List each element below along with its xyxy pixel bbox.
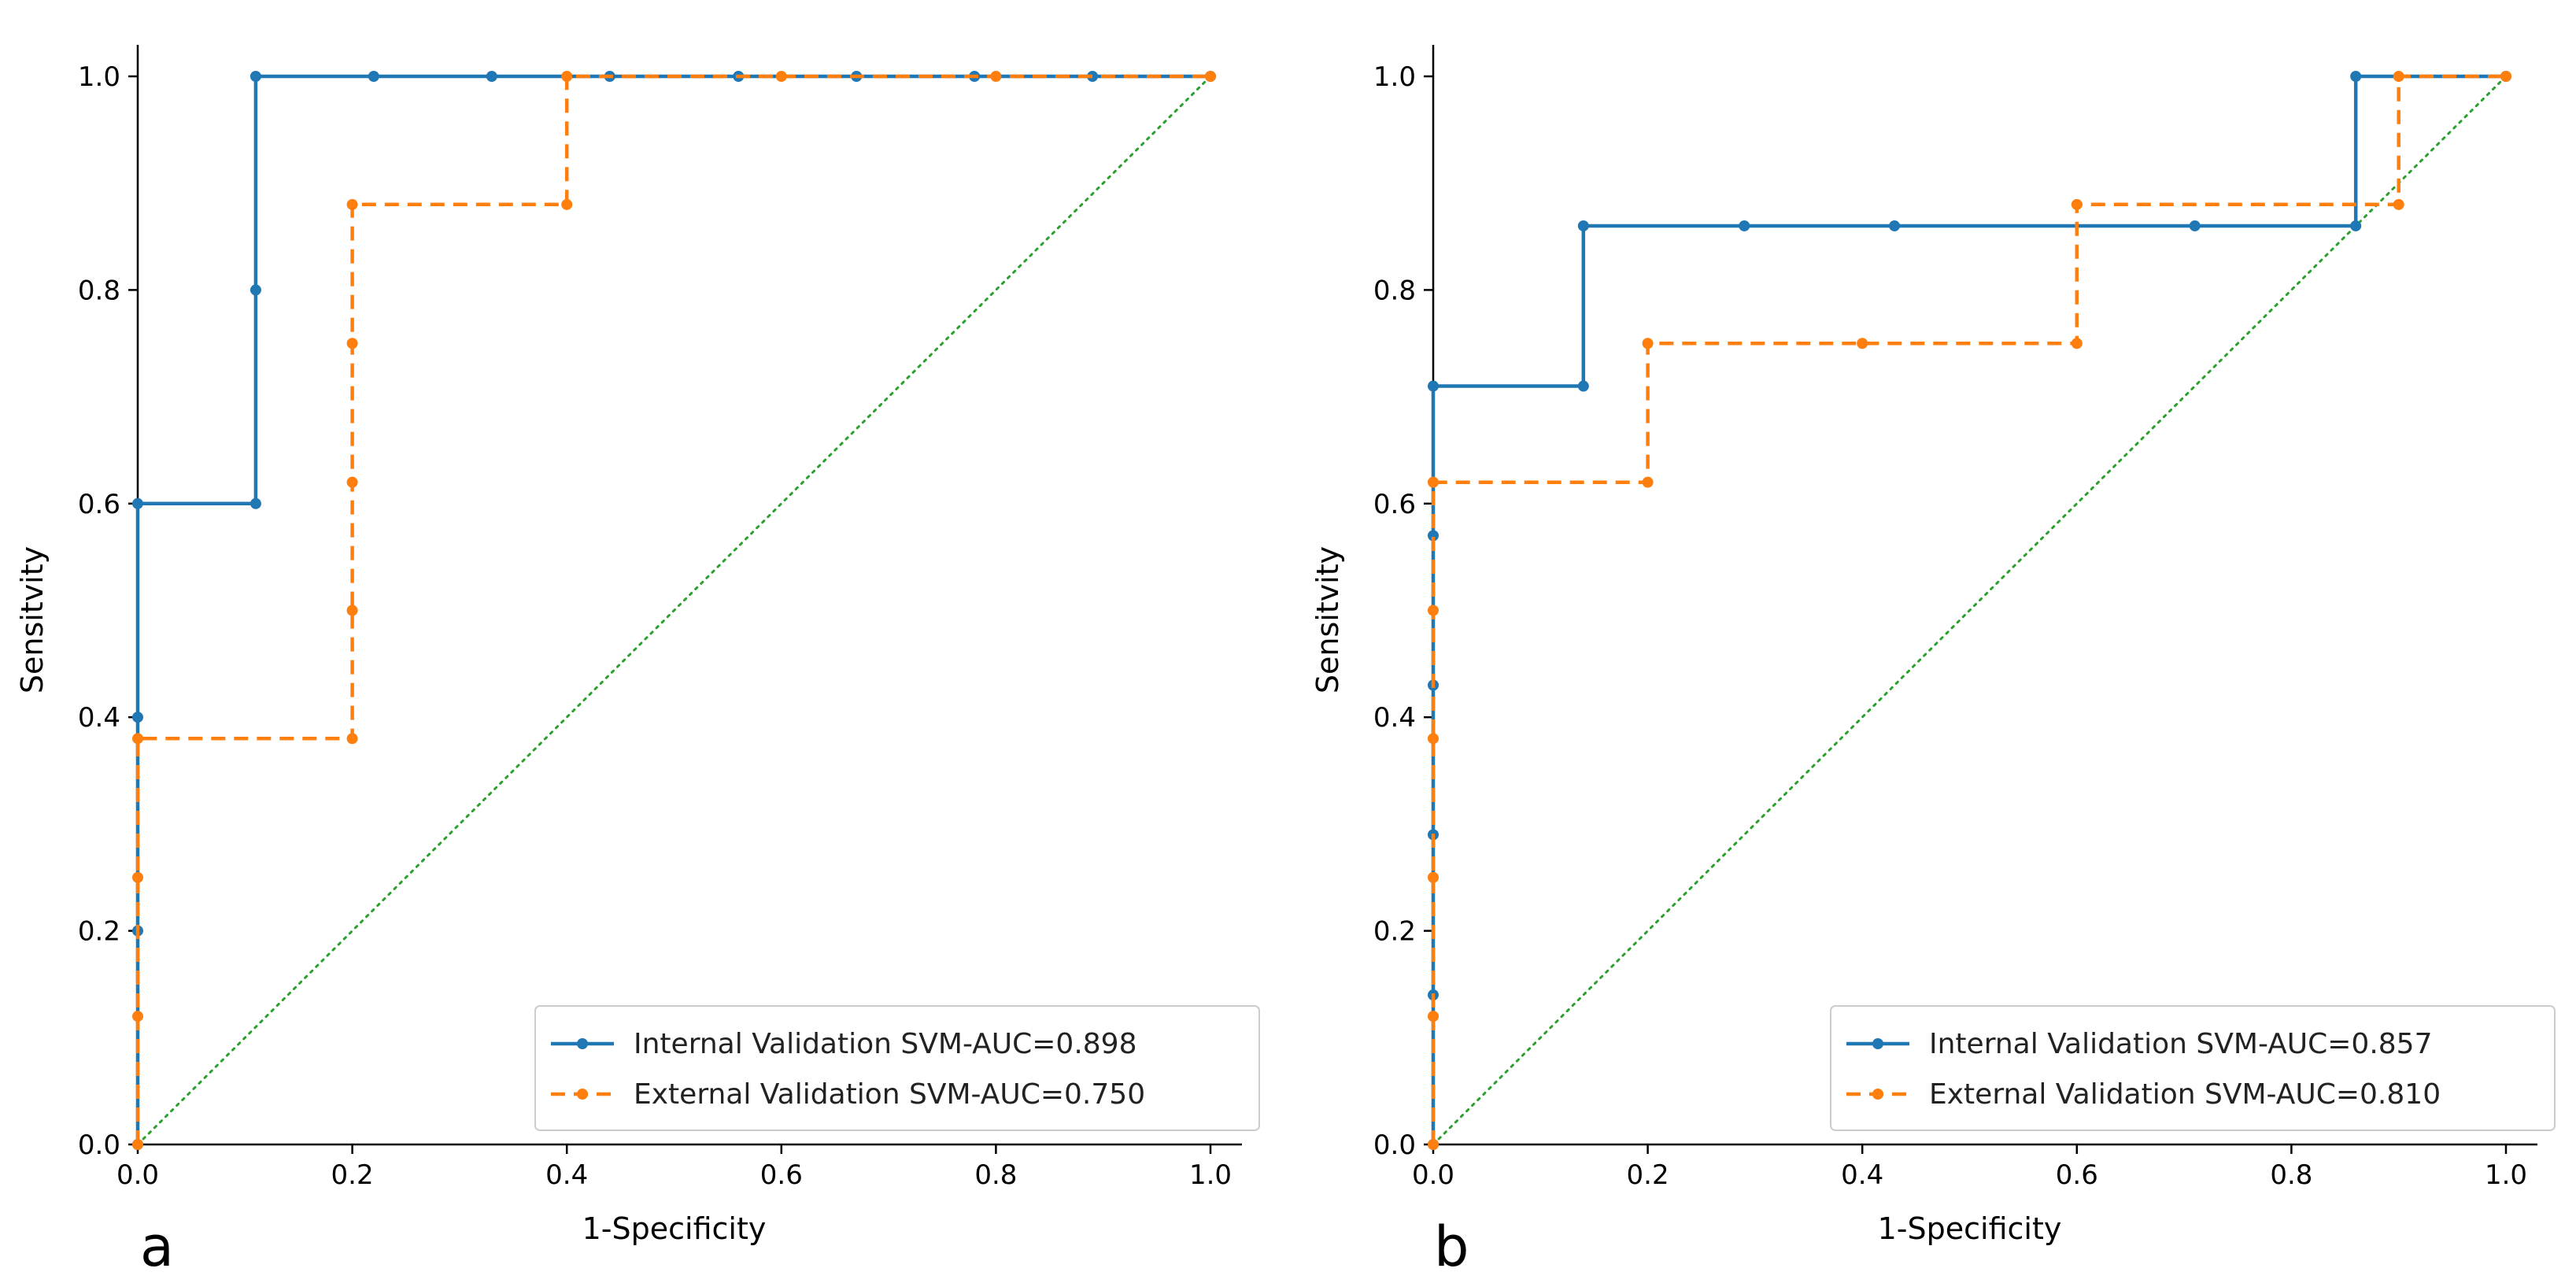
x-axis-label: 1-Specificity xyxy=(582,1211,767,1246)
x-tick-label: 0.0 xyxy=(116,1159,159,1191)
roc-point-internal xyxy=(132,497,143,509)
x-tick-label: 0.0 xyxy=(1412,1159,1454,1191)
roc-point-internal xyxy=(1739,220,1750,231)
y-tick-label: 0.8 xyxy=(1373,275,1416,306)
legend-entry: External Validation SVM-AUC=0.810 xyxy=(1929,1078,2441,1111)
legend-swatch-marker xyxy=(577,1089,588,1100)
roc-point-internal xyxy=(132,712,143,723)
chance-diagonal-line xyxy=(1432,75,2508,1146)
chart-panel-b: 0.0 0.2 0.4 0.6 0.8 1.0 0.0 0.2 0.4 0.6 0.8 1.0 1-Sp… xyxy=(1310,45,2556,1279)
roc-line-external xyxy=(1431,74,2506,1144)
y-tick-label: 0.0 xyxy=(1373,1130,1416,1161)
roc-point-external xyxy=(1857,338,1868,349)
roc-point-external xyxy=(561,198,573,210)
roc-point-internal xyxy=(2189,220,2201,231)
roc-point-external xyxy=(346,198,358,210)
roc-point-external xyxy=(132,733,143,745)
y-tick-label: 0.2 xyxy=(78,916,120,948)
roc-point-external xyxy=(1428,733,1439,745)
legend-box xyxy=(534,1005,1260,1131)
roc-point-external xyxy=(1428,605,1439,616)
legend-swatch-marker xyxy=(577,1038,588,1049)
roc-point-external xyxy=(1642,476,1654,488)
x-tick-label: 0.8 xyxy=(2270,1159,2312,1191)
roc-point-internal xyxy=(1577,380,1589,392)
x-tick-label: 0.6 xyxy=(760,1159,803,1191)
x-tick-label: 0.2 xyxy=(1627,1159,1669,1191)
legend-entry: Internal Validation SVM-AUC=0.857 xyxy=(1929,1028,2432,1060)
roc-point-internal xyxy=(2350,71,2362,82)
legend-entry: External Validation SVM-AUC=0.750 xyxy=(634,1078,1145,1111)
roc-point-external xyxy=(346,605,358,616)
legend-box xyxy=(1830,1005,2556,1131)
roc-point-external xyxy=(132,1011,143,1022)
roc-point-external xyxy=(1642,338,1654,349)
y-tick-label: 1.0 xyxy=(78,61,120,93)
y-tick-label: 0.8 xyxy=(78,275,120,306)
roc-line-internal xyxy=(1431,74,2506,1144)
roc-point-external xyxy=(1428,871,1439,883)
roc-point-external xyxy=(1428,1139,1439,1150)
roc-point-external xyxy=(2500,71,2511,82)
chance-diagonal-line xyxy=(136,75,1212,1146)
roc-point-external xyxy=(775,71,787,82)
y-axis-label: Sensitvity xyxy=(15,546,50,693)
y-tick-label: 0.6 xyxy=(1373,489,1416,520)
roc-point-external xyxy=(2071,198,2083,210)
roc-point-external xyxy=(1205,71,1216,82)
roc-point-external xyxy=(1428,1011,1439,1022)
roc-point-external xyxy=(346,338,358,349)
legend: Internal Validation SVM-AUC=0.857 Externa… xyxy=(1830,1005,2556,1131)
x-tick-label: 0.6 xyxy=(2056,1159,2098,1191)
roc-point-external xyxy=(561,71,573,82)
roc-point-external xyxy=(2393,198,2404,210)
roc-point-external xyxy=(990,71,1002,82)
y-tick-label: 0.4 xyxy=(78,702,120,734)
roc-point-internal xyxy=(1577,220,1589,231)
y-tick-label: 0.2 xyxy=(1373,916,1416,948)
legend-swatch-marker xyxy=(1872,1089,1883,1100)
legend: Internal Validation SVM-AUC=0.898 Externa… xyxy=(534,1005,1260,1131)
roc-point-internal xyxy=(1428,380,1439,392)
roc-point-external xyxy=(2071,338,2083,349)
roc-point-external xyxy=(132,1139,143,1150)
roc-point-internal xyxy=(249,497,261,509)
roc-point-internal xyxy=(2350,220,2362,231)
legend-entry: Internal Validation SVM-AUC=0.898 xyxy=(634,1028,1136,1060)
roc-point-internal xyxy=(368,71,379,82)
x-tick-label: 1.0 xyxy=(2485,1159,2527,1191)
roc-point-internal xyxy=(1889,220,1901,231)
y-tick-label: 1.0 xyxy=(1373,61,1416,93)
x-tick-label: 0.4 xyxy=(1841,1159,1883,1191)
y-tick-label: 0.0 xyxy=(78,1130,120,1161)
roc-line-external xyxy=(135,74,1210,1144)
roc-point-internal xyxy=(486,71,497,82)
roc-point-external xyxy=(1428,476,1439,488)
x-tick-label: 0.4 xyxy=(545,1159,588,1191)
roc-point-internal xyxy=(249,71,261,82)
panel-label: a xyxy=(140,1215,174,1279)
roc-point-external xyxy=(132,871,143,883)
roc-point-external xyxy=(346,476,358,488)
x-tick-label: 0.2 xyxy=(331,1159,374,1191)
x-axis-label: 1-Specificity xyxy=(1878,1211,2062,1246)
roc-point-external xyxy=(2393,71,2404,82)
x-tick-label: 0.8 xyxy=(974,1159,1017,1191)
y-tick-label: 0.4 xyxy=(1373,702,1416,734)
panel-label: b xyxy=(1434,1215,1469,1279)
roc-point-internal xyxy=(1428,530,1439,542)
roc-point-external xyxy=(346,733,358,745)
legend-swatch-marker xyxy=(1872,1038,1883,1049)
roc-point-internal xyxy=(1087,71,1099,82)
y-tick-label: 0.6 xyxy=(78,489,120,520)
y-axis-label: Sensitvity xyxy=(1310,546,1345,693)
chart-panel-a: 0.0 0.2 0.4 0.6 0.8 1.0 0.0 0.2 0.4 0.6 0.8 1.0 1-Sp… xyxy=(15,45,1260,1279)
roc-point-internal xyxy=(249,284,261,296)
x-tick-label: 1.0 xyxy=(1189,1159,1232,1191)
